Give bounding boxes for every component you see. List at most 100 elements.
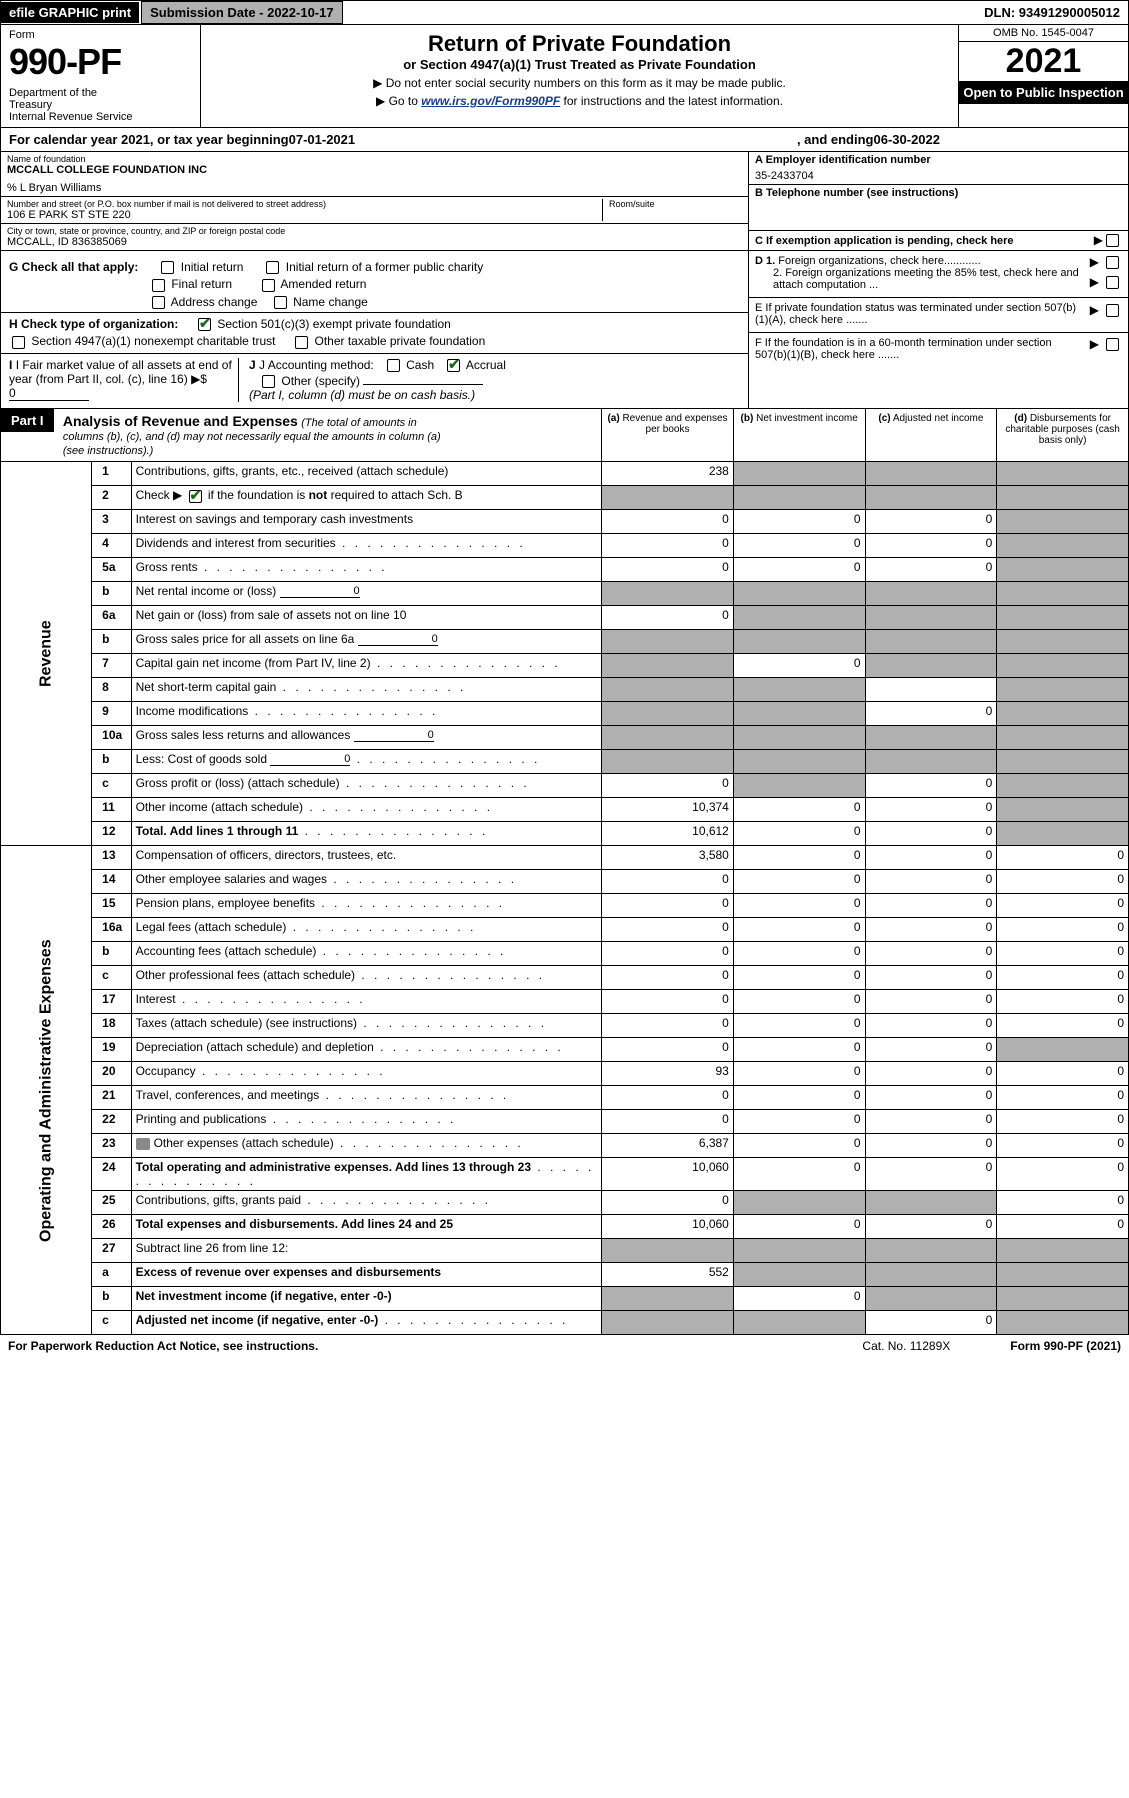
j-other-checkbox[interactable] bbox=[262, 375, 275, 388]
form-header: Form 990-PF Department of theTreasuryInt… bbox=[0, 25, 1129, 128]
table-row: bLess: Cost of goods sold 0 bbox=[1, 750, 1129, 774]
cell-c: 0 bbox=[865, 1134, 997, 1158]
table-row: cOther professional fees (attach schedul… bbox=[1, 966, 1129, 990]
care-of: % L Bryan Williams bbox=[7, 182, 742, 194]
cell-d bbox=[997, 462, 1129, 486]
cell-d bbox=[997, 582, 1129, 606]
ein-cell: A Employer identification number 35-2433… bbox=[749, 152, 1128, 185]
cell-d bbox=[997, 1287, 1129, 1311]
cell-c bbox=[865, 726, 997, 750]
header-right: OMB No. 1545-0047 2021 Open to Public In… bbox=[958, 25, 1128, 127]
g-final-checkbox[interactable] bbox=[152, 279, 165, 292]
cell-b: 0 bbox=[733, 1215, 865, 1239]
line-desc: Less: Cost of goods sold 0 bbox=[131, 750, 602, 774]
j-accrual-checkbox[interactable] bbox=[447, 359, 460, 372]
g-address-checkbox[interactable] bbox=[152, 296, 165, 309]
cell-d bbox=[997, 510, 1129, 534]
line-desc: Interest on savings and temporary cash i… bbox=[131, 510, 602, 534]
cell-d bbox=[997, 1239, 1129, 1263]
table-row: 19Depreciation (attach schedule) and dep… bbox=[1, 1038, 1129, 1062]
header-left: Form 990-PF Department of theTreasuryInt… bbox=[1, 25, 201, 127]
line-desc: Depreciation (attach schedule) and deple… bbox=[131, 1038, 602, 1062]
table-row: 10aGross sales less returns and allowanc… bbox=[1, 726, 1129, 750]
cell-c bbox=[865, 654, 997, 678]
cell-c bbox=[865, 582, 997, 606]
cell-b: 0 bbox=[733, 990, 865, 1014]
line-number: 23 bbox=[92, 1134, 131, 1158]
line-number: 8 bbox=[92, 678, 131, 702]
line-number: b bbox=[92, 630, 131, 654]
cell-d: 0 bbox=[997, 1191, 1129, 1215]
g-amended-checkbox[interactable] bbox=[262, 279, 275, 292]
cell-c: 0 bbox=[865, 966, 997, 990]
c-checkbox[interactable] bbox=[1106, 234, 1119, 247]
line-desc: Gross sales less returns and allowances … bbox=[131, 726, 602, 750]
j-block: J J Accounting method: Cash Accrual Othe… bbox=[239, 358, 740, 403]
line-desc: Printing and publications bbox=[131, 1110, 602, 1134]
cell-d: 0 bbox=[997, 1062, 1129, 1086]
j-note: (Part I, column (d) must be on cash basi… bbox=[249, 388, 740, 402]
d1-checkbox[interactable] bbox=[1106, 256, 1119, 269]
line-number: b bbox=[92, 1287, 131, 1311]
cal-begin: 07-01-2021 bbox=[289, 132, 356, 147]
line-desc: Taxes (attach schedule) (see instruction… bbox=[131, 1014, 602, 1038]
ein-value: 35-2433704 bbox=[755, 170, 1122, 182]
g-initial-checkbox[interactable] bbox=[161, 261, 174, 274]
table-row: cAdjusted net income (if negative, enter… bbox=[1, 1311, 1129, 1335]
line-number: b bbox=[92, 582, 131, 606]
cell-d bbox=[997, 558, 1129, 582]
city-label: City or town, state or province, country… bbox=[7, 226, 742, 236]
cell-a: 0 bbox=[602, 606, 734, 630]
e-checkbox[interactable] bbox=[1106, 304, 1119, 317]
line-desc: Net rental income or (loss) 0 bbox=[131, 582, 602, 606]
g-name-checkbox[interactable] bbox=[274, 296, 287, 309]
cell-c bbox=[865, 1287, 997, 1311]
line-desc: Interest bbox=[131, 990, 602, 1014]
line-desc: Net gain or (loss) from sale of assets n… bbox=[131, 606, 602, 630]
line-desc: Gross rents bbox=[131, 558, 602, 582]
cell-b: 0 bbox=[733, 654, 865, 678]
header-mid: Return of Private Foundation or Section … bbox=[201, 25, 958, 127]
cell-a: 6,387 bbox=[602, 1134, 734, 1158]
d2-checkbox[interactable] bbox=[1106, 276, 1119, 289]
instructions-link[interactable]: www.irs.gov/Form990PF bbox=[421, 94, 560, 108]
line-desc: Income modifications bbox=[131, 702, 602, 726]
street-cell: Number and street (or P.O. box number if… bbox=[1, 197, 748, 224]
h-501c3-checkbox[interactable] bbox=[198, 318, 211, 331]
col-b-header: (b) Net investment income bbox=[733, 409, 865, 462]
h-other-checkbox[interactable] bbox=[295, 336, 308, 349]
g-initial-former-checkbox[interactable] bbox=[266, 261, 279, 274]
line-desc: Compensation of officers, directors, tru… bbox=[131, 846, 602, 870]
footer-mid: Cat. No. 11289X bbox=[862, 1339, 950, 1353]
cell-d bbox=[997, 702, 1129, 726]
cell-a: 0 bbox=[602, 966, 734, 990]
g-opt-5: Name change bbox=[293, 295, 368, 309]
part1-title: Analysis of Revenue and Expenses bbox=[63, 413, 298, 429]
cell-a bbox=[602, 1311, 734, 1335]
room-label: Room/suite bbox=[609, 199, 742, 209]
table-row: 4Dividends and interest from securities0… bbox=[1, 534, 1129, 558]
line-desc: Dividends and interest from securities bbox=[131, 534, 602, 558]
col-d-header: (d) Disbursements for charitable purpose… bbox=[997, 409, 1129, 462]
entity-right: A Employer identification number 35-2433… bbox=[748, 152, 1128, 250]
table-row: 20Occupancy93000 bbox=[1, 1062, 1129, 1086]
schb-checkbox[interactable] bbox=[189, 490, 202, 503]
cell-b: 0 bbox=[733, 942, 865, 966]
cell-b bbox=[733, 678, 865, 702]
form-label: Form bbox=[9, 29, 192, 41]
cell-b: 0 bbox=[733, 798, 865, 822]
top-bar: efile GRAPHIC print Submission Date - 20… bbox=[0, 0, 1129, 25]
cell-a bbox=[602, 582, 734, 606]
cell-d: 0 bbox=[997, 894, 1129, 918]
phone-label: B Telephone number (see instructions) bbox=[755, 187, 1122, 199]
line-desc: Total expenses and disbursements. Add li… bbox=[131, 1215, 602, 1239]
cell-c: 0 bbox=[865, 990, 997, 1014]
inline-amount: 0 bbox=[354, 729, 434, 742]
attachment-icon[interactable] bbox=[136, 1138, 150, 1150]
j-cash-checkbox[interactable] bbox=[387, 359, 400, 372]
h-other: Other taxable private foundation bbox=[315, 334, 486, 348]
h-4947-checkbox[interactable] bbox=[12, 336, 25, 349]
cell-b: 0 bbox=[733, 1134, 865, 1158]
f-checkbox[interactable] bbox=[1106, 338, 1119, 351]
cell-d: 0 bbox=[997, 1158, 1129, 1191]
